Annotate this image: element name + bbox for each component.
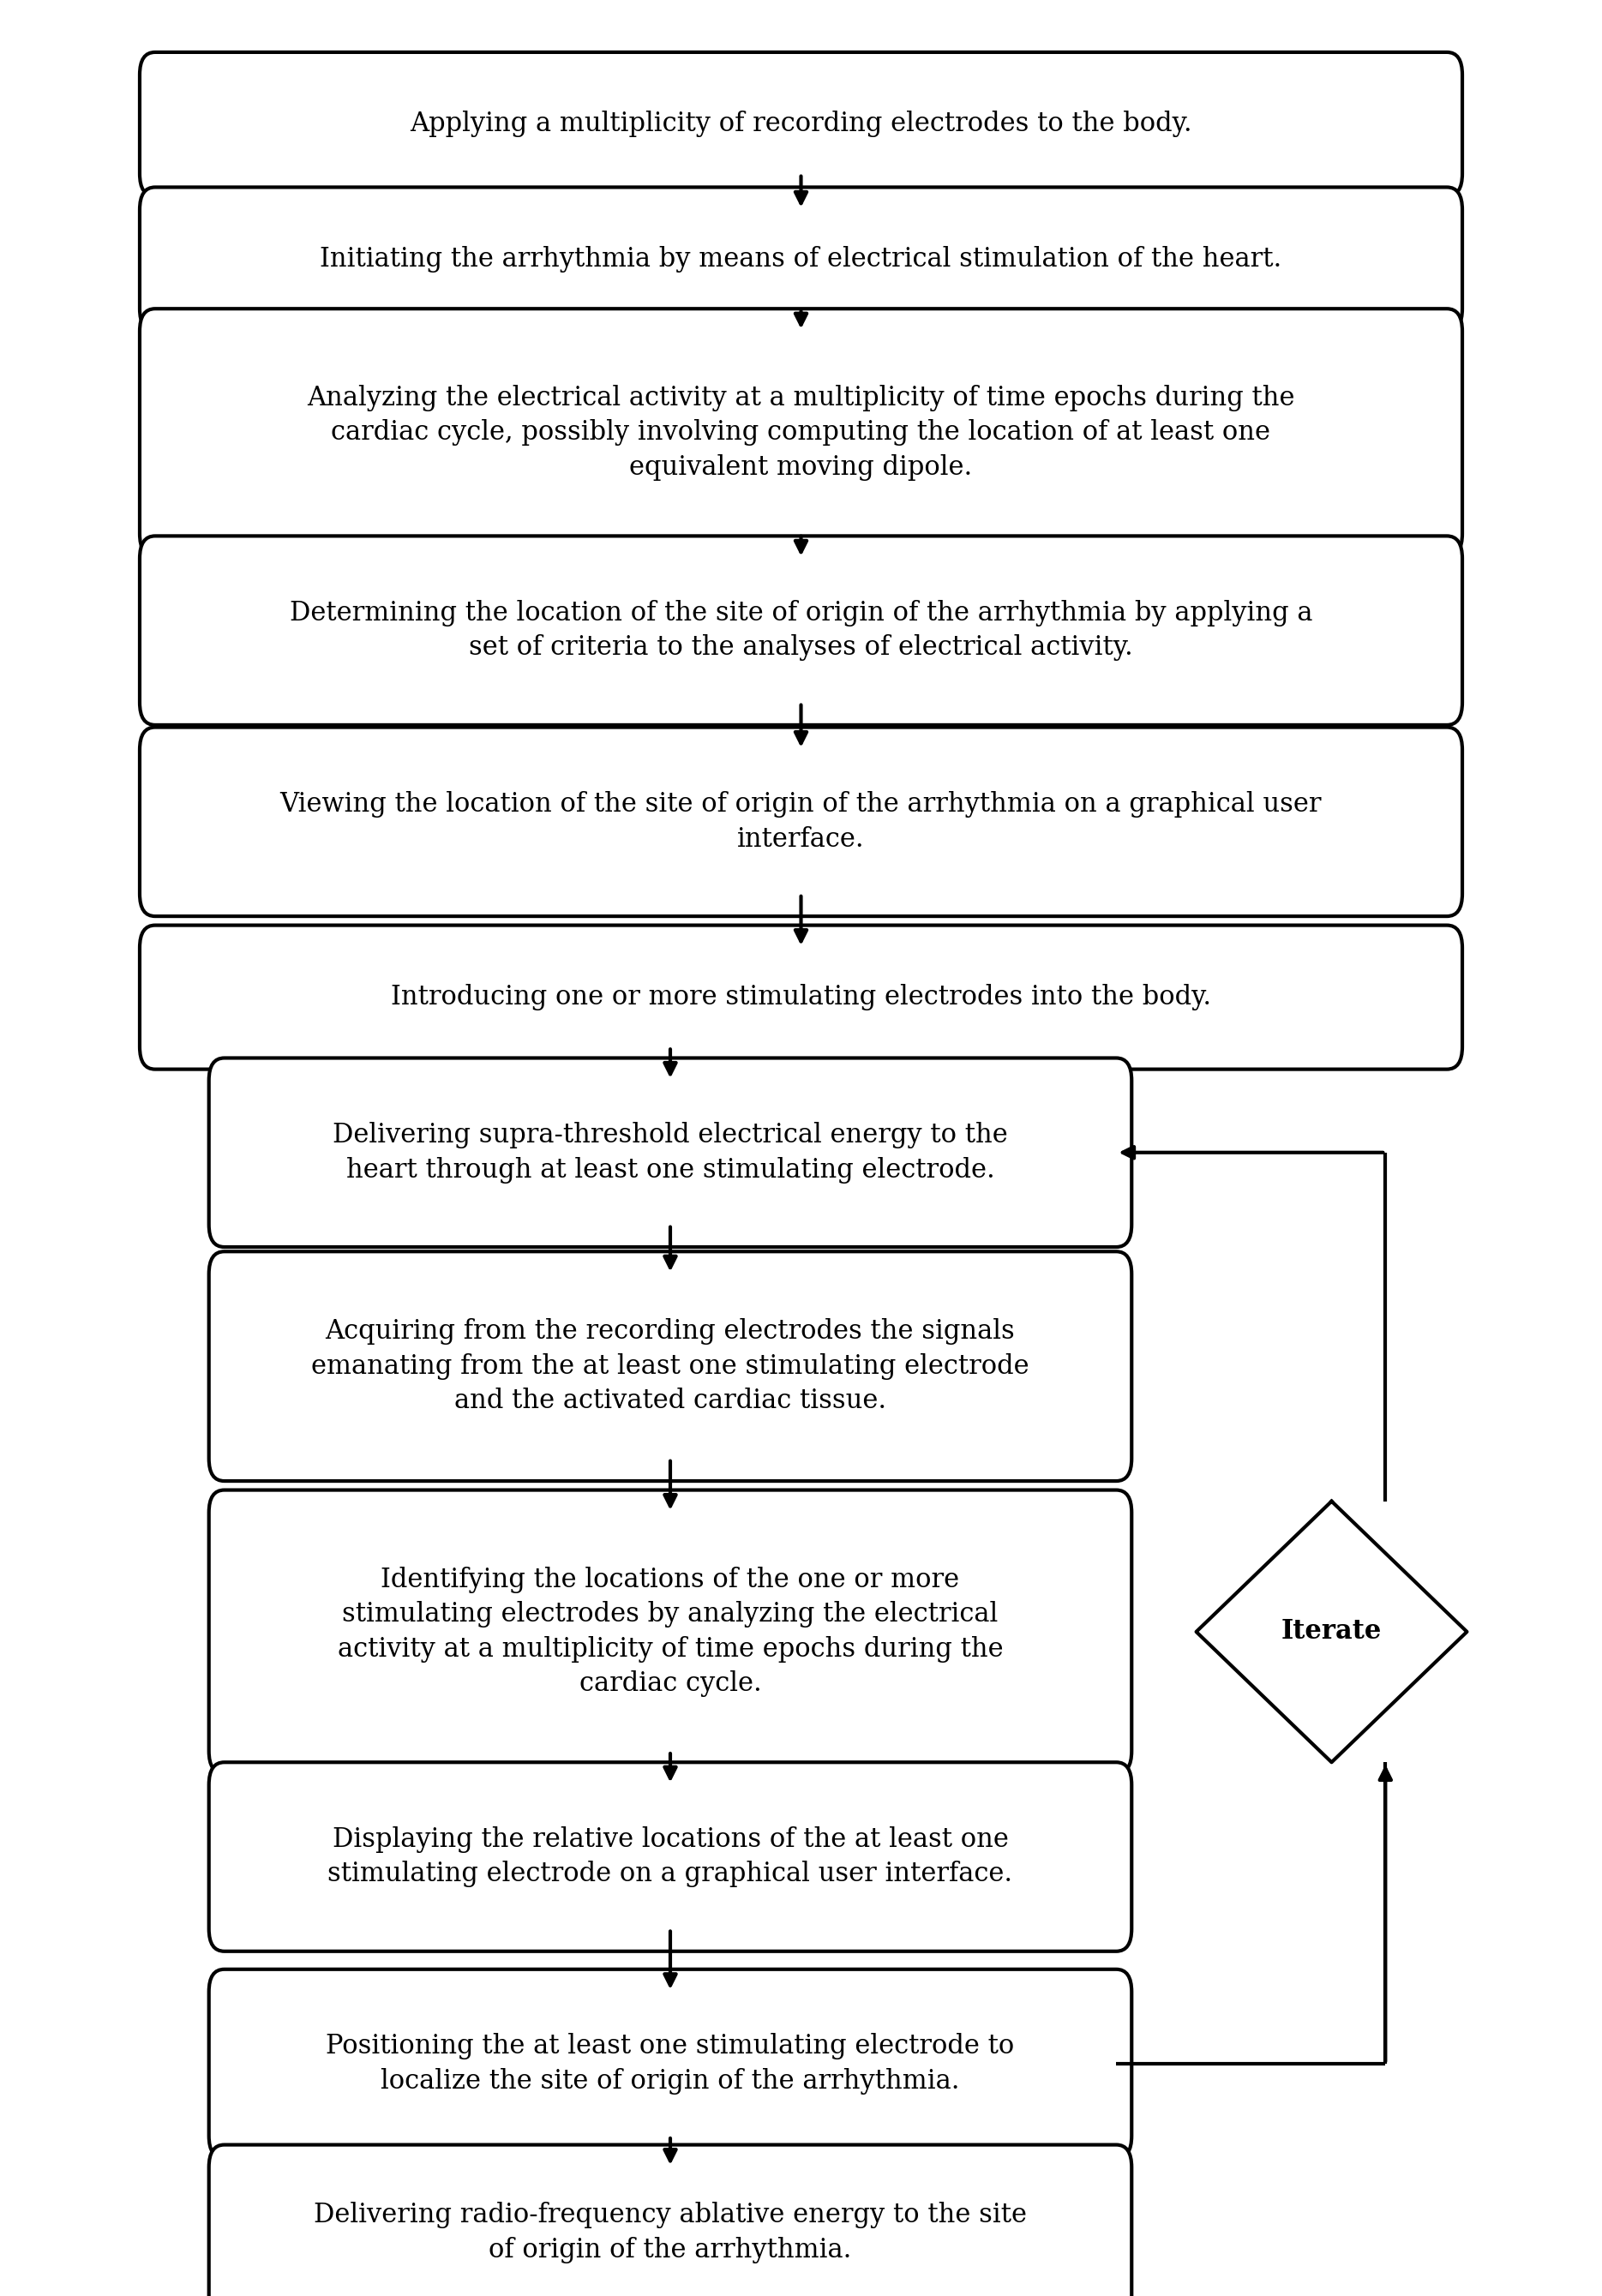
FancyBboxPatch shape bbox=[208, 1763, 1131, 1952]
Text: Identifying the locations of the one or more
stimulating electrodes by analyzing: Identifying the locations of the one or … bbox=[338, 1566, 1003, 1697]
FancyBboxPatch shape bbox=[139, 308, 1463, 556]
Text: Viewing the location of the site of origin of the arrhythmia on a graphical user: Viewing the location of the site of orig… bbox=[280, 792, 1322, 852]
Polygon shape bbox=[1197, 1502, 1467, 1763]
FancyBboxPatch shape bbox=[139, 728, 1463, 916]
FancyBboxPatch shape bbox=[139, 535, 1463, 726]
Text: Applying a multiplicity of recording electrodes to the body.: Applying a multiplicity of recording ele… bbox=[410, 110, 1192, 138]
Text: Displaying the relative locations of the at least one
stimulating electrode on a: Displaying the relative locations of the… bbox=[328, 1825, 1012, 1887]
FancyBboxPatch shape bbox=[208, 1251, 1131, 1481]
FancyBboxPatch shape bbox=[208, 1058, 1131, 1247]
FancyBboxPatch shape bbox=[139, 188, 1463, 331]
Text: Analyzing the electrical activity at a multiplicity of time epochs during the
ca: Analyzing the electrical activity at a m… bbox=[308, 383, 1294, 480]
FancyBboxPatch shape bbox=[208, 1970, 1131, 2158]
Text: Positioning the at least one stimulating electrode to
localize the site of origi: Positioning the at least one stimulating… bbox=[327, 2032, 1014, 2094]
Text: Initiating the arrhythmia by means of electrical stimulation of the heart.: Initiating the arrhythmia by means of el… bbox=[320, 246, 1282, 273]
Text: Delivering supra-threshold electrical energy to the
heart through at least one s: Delivering supra-threshold electrical en… bbox=[333, 1123, 1008, 1182]
FancyBboxPatch shape bbox=[139, 925, 1463, 1070]
FancyBboxPatch shape bbox=[208, 1490, 1131, 1773]
Text: Introducing one or more stimulating electrodes into the body.: Introducing one or more stimulating elec… bbox=[391, 985, 1211, 1010]
Text: Determining the location of the site of origin of the arrhythmia by applying a
s: Determining the location of the site of … bbox=[290, 599, 1312, 661]
Text: Iterate: Iterate bbox=[1282, 1619, 1383, 1644]
FancyBboxPatch shape bbox=[208, 2144, 1131, 2296]
Text: Acquiring from the recording electrodes the signals
emanating from the at least : Acquiring from the recording electrodes … bbox=[311, 1318, 1028, 1414]
Text: Delivering radio-frequency ablative energy to the site
of origin of the arrhythm: Delivering radio-frequency ablative ener… bbox=[314, 2202, 1027, 2264]
FancyBboxPatch shape bbox=[139, 53, 1463, 195]
